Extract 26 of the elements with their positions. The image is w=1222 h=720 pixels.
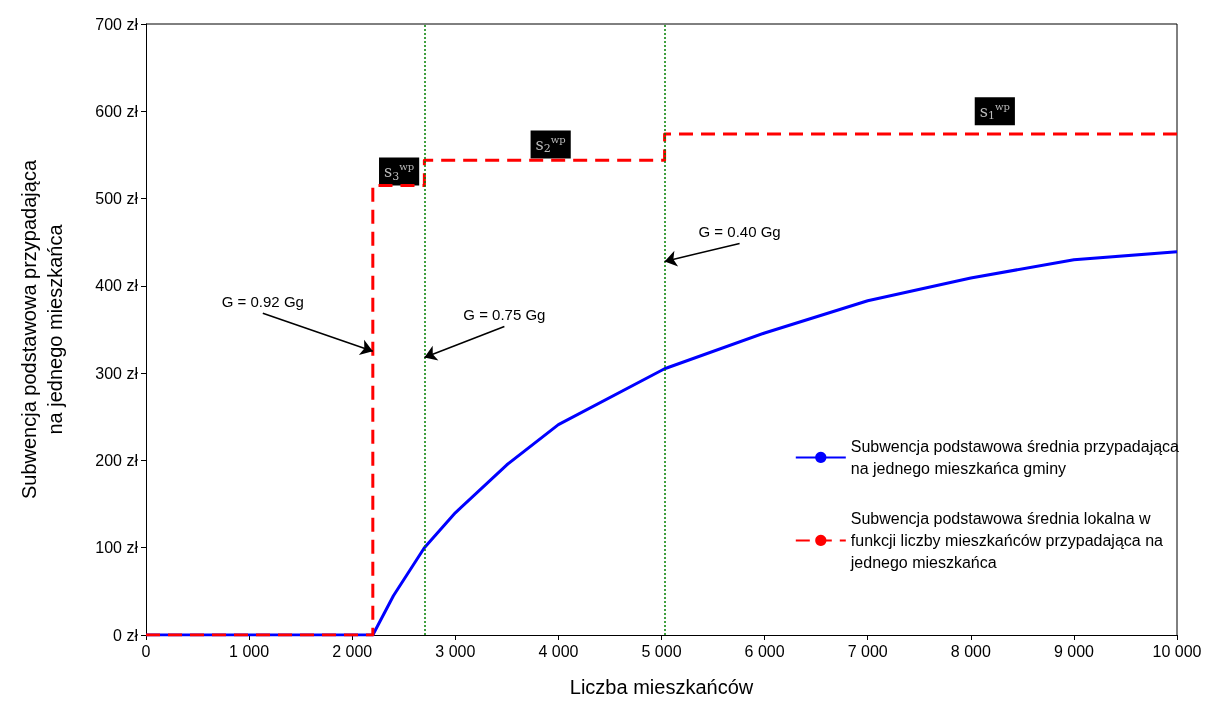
- y-tick-label: 600 zł: [95, 102, 139, 120]
- x-tick-label: 5 000: [641, 642, 682, 660]
- x-tick-label: 0: [141, 642, 151, 660]
- x-tick-label: 8 000: [950, 642, 991, 660]
- y-tick-label: 0 zł: [113, 626, 139, 644]
- y-tick-label: 200 zł: [95, 451, 139, 469]
- annotation: G = 0.75 Gg: [463, 306, 546, 324]
- x-tick-label: 9 000: [1053, 642, 1095, 660]
- annotation: G = 0.40 Gg: [698, 223, 781, 241]
- y-tick-label: 400 zł: [95, 277, 139, 295]
- x-tick-label: 4 000: [538, 642, 579, 660]
- legend-label: Subwencja podstawowa średnia lokalna w funkcji liczby mieszkańców przypadająca na jednego mieszkańca: [849, 509, 1164, 571]
- x-tick-label: 7 000: [847, 642, 888, 660]
- x-tick-label: 3 000: [435, 642, 476, 660]
- x-tick-label: 1 000: [229, 642, 270, 660]
- x-tick-label: 2 000: [332, 642, 373, 660]
- annotation: G = 0.92 Gg: [221, 293, 304, 311]
- x-tick-label: 10 000: [1152, 642, 1202, 660]
- x-axis-title: Liczba mieszkańców: [569, 676, 754, 698]
- y-tick-label: 100 zł: [95, 539, 139, 557]
- x-tick-label: 6 000: [744, 642, 785, 660]
- y-tick-label: 500 zł: [95, 190, 139, 208]
- y-tick-label: 700 zł: [95, 15, 139, 33]
- y-axis-title: Subwencja podstawowa przypadająca na jednego mieszkańca: [18, 159, 66, 500]
- legend-label: Subwencja podstawowa średnia przypadająca na jednego mieszkańca gminy: [850, 437, 1180, 477]
- y-tick-label: 300 zł: [95, 364, 139, 382]
